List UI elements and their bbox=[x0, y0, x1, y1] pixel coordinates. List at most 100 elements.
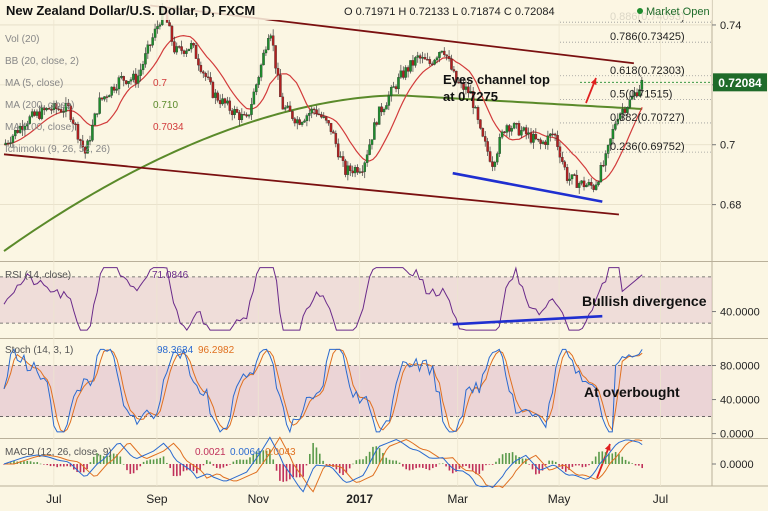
candle-body bbox=[520, 130, 523, 136]
macd-histogram-bar bbox=[292, 464, 294, 478]
macd-histogram-bar bbox=[501, 454, 504, 464]
macd-histogram-bar bbox=[348, 464, 351, 469]
candle-body bbox=[218, 100, 222, 105]
macd-histogram-bar bbox=[119, 456, 122, 464]
candle-body bbox=[575, 174, 579, 188]
macd-legend-value: 0.0064 bbox=[230, 447, 261, 458]
fib-label: 0.618(0.72303) bbox=[610, 65, 685, 77]
macd-histogram-bar bbox=[13, 460, 15, 464]
macd-histogram-bar bbox=[475, 464, 477, 475]
candle-body bbox=[276, 68, 280, 76]
candle-body bbox=[394, 86, 398, 90]
candle-body bbox=[69, 105, 72, 120]
macd-histogram-bar bbox=[209, 461, 211, 464]
candle-body bbox=[356, 167, 359, 173]
macd-up-arrow-head bbox=[604, 444, 611, 451]
candle-body bbox=[47, 107, 51, 110]
candle-body bbox=[336, 143, 340, 158]
macd-histogram-bar bbox=[249, 457, 251, 464]
candle-body bbox=[177, 46, 181, 48]
candle-body bbox=[522, 127, 526, 131]
price-tick-label: 0.7 bbox=[720, 140, 735, 152]
macd-histogram-bar bbox=[219, 464, 221, 469]
candle-body bbox=[433, 59, 436, 65]
candle-body bbox=[247, 114, 251, 117]
macd-histogram-bar bbox=[398, 462, 401, 464]
stoch-k-value: 98.3634 bbox=[157, 345, 194, 356]
macd-histogram-bar bbox=[182, 464, 185, 472]
macd-histogram-bar bbox=[634, 464, 637, 466]
macd-histogram-bar bbox=[82, 464, 85, 473]
candle-body bbox=[377, 106, 381, 125]
price-tick-label: 0.74 bbox=[720, 20, 741, 32]
macd-histogram-bar bbox=[262, 450, 265, 464]
chart-title: New Zealand Dollar/U.S. Dollar, D, FXCM bbox=[6, 3, 255, 18]
macd-histogram-bar bbox=[382, 452, 384, 464]
candle-body bbox=[298, 119, 301, 125]
stoch-k-line bbox=[3, 348, 643, 434]
candle-body bbox=[349, 165, 352, 172]
macd-histogram-bar bbox=[172, 464, 175, 477]
macd-histogram-bar bbox=[302, 464, 304, 477]
candle-body bbox=[421, 57, 424, 59]
macd-histogram-bar bbox=[109, 454, 112, 464]
candle-body bbox=[100, 97, 104, 100]
support-line bbox=[452, 171, 603, 203]
candle-body bbox=[257, 77, 260, 85]
macd-legend-label: MACD (12, 26, close, 9) bbox=[5, 447, 112, 458]
candle-body bbox=[623, 108, 627, 113]
candle-body bbox=[124, 80, 128, 84]
candle-body bbox=[194, 45, 198, 59]
candle-body bbox=[312, 108, 316, 111]
macd-histogram-bar bbox=[448, 464, 451, 471]
macd-histogram-bar bbox=[99, 454, 102, 464]
candle-body bbox=[488, 151, 492, 162]
candle-body bbox=[139, 69, 142, 76]
macd-histogram-bar bbox=[624, 459, 627, 464]
candle-body bbox=[288, 105, 292, 112]
macd-histogram-bar bbox=[79, 464, 82, 473]
candle-body bbox=[459, 82, 463, 84]
macd-histogram-bar bbox=[455, 464, 457, 472]
channel-annotation-line2: at 0.7275 bbox=[443, 89, 498, 104]
candle-body bbox=[262, 52, 265, 66]
market-status: Market Open bbox=[646, 6, 710, 18]
macd-histogram-bar bbox=[222, 464, 225, 468]
macd-histogram-bar bbox=[312, 442, 314, 464]
macd-histogram-bar bbox=[269, 449, 271, 464]
candle-body bbox=[30, 111, 34, 117]
macd-histogram-bar bbox=[195, 464, 198, 474]
candle-body bbox=[447, 56, 451, 60]
candle-body bbox=[402, 70, 405, 78]
candle-body bbox=[606, 144, 610, 154]
macd-histogram-bar bbox=[408, 464, 411, 471]
macd-histogram-bar bbox=[33, 462, 35, 464]
macd-histogram-bar bbox=[285, 464, 288, 482]
candle-body bbox=[536, 138, 540, 141]
macd-histogram-bar bbox=[362, 459, 364, 464]
macd-histogram-bar bbox=[299, 464, 301, 478]
candle-body bbox=[493, 161, 497, 167]
candle-body bbox=[329, 122, 333, 132]
rsi-legend-value: 71.0846 bbox=[152, 270, 189, 281]
candle-body bbox=[594, 184, 598, 190]
candle-body bbox=[144, 53, 147, 65]
macd-histogram-bar bbox=[388, 459, 391, 464]
macd-histogram-bar bbox=[126, 464, 128, 471]
candle-body bbox=[283, 107, 287, 110]
macd-histogram-bar bbox=[132, 464, 135, 474]
macd-histogram-bar bbox=[43, 464, 45, 465]
candle-body bbox=[529, 132, 533, 143]
macd-histogram-bar bbox=[428, 464, 431, 471]
candle-body bbox=[635, 92, 639, 97]
candle-body bbox=[455, 70, 458, 83]
macd-histogram-bar bbox=[438, 463, 441, 465]
candle-body bbox=[230, 110, 234, 116]
macd-histogram-bar bbox=[505, 452, 507, 464]
candle-body bbox=[512, 123, 516, 129]
candle-body bbox=[450, 58, 453, 70]
current-price-badge bbox=[713, 73, 767, 92]
candle-body bbox=[462, 82, 465, 90]
x-tick-label: 2017 bbox=[346, 492, 373, 506]
macd-histogram-bar bbox=[295, 464, 298, 478]
